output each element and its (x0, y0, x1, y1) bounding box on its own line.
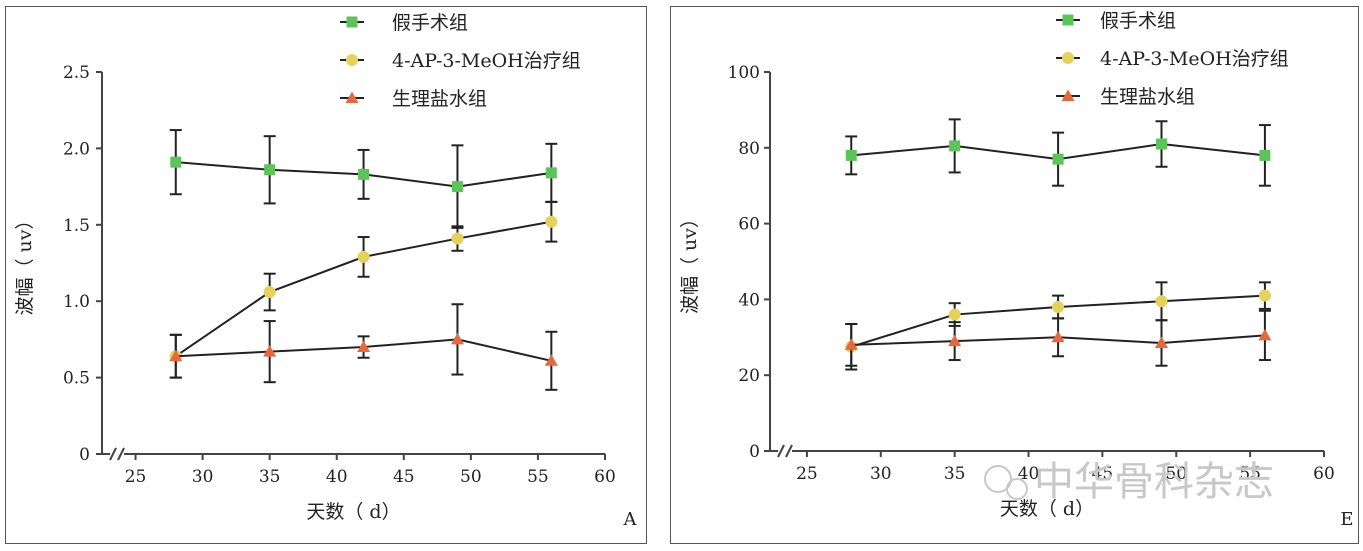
data-point (545, 167, 557, 179)
data-point (1259, 149, 1271, 161)
axis-break-mark (109, 447, 117, 461)
x-tick-label: 35 (259, 467, 281, 487)
data-point (170, 156, 182, 168)
y-tick-label: 1.5 (63, 216, 90, 236)
legend-marker (1061, 89, 1075, 101)
series-square (169, 129, 558, 229)
y-tick-label: 20 (738, 366, 760, 386)
x-tick-label: 25 (796, 464, 818, 484)
y-axis-title: 波幅（ uv） (679, 209, 701, 314)
x-tick-label: 55 (527, 467, 549, 487)
y-axis-title: 波幅（ uv） (14, 210, 36, 315)
y-tick-label: 2.0 (63, 139, 90, 159)
data-point (1052, 300, 1065, 313)
data-point (451, 181, 463, 193)
x-tick-label: 30 (870, 464, 892, 484)
chart-b: 0 20 40 60 80 100 25 30 35 40 45 50 55 60 天数（ d） 波幅（ uv… (679, 10, 1354, 530)
watermark-text: 中华骨科杂志 (1034, 459, 1274, 505)
x-tick-label: 45 (1092, 464, 1114, 484)
y-tick-label: 0.5 (63, 369, 90, 389)
data-point (450, 332, 464, 345)
x-tick-label: 60 (594, 467, 616, 487)
x-axis-title: 天数（ d） (306, 501, 400, 523)
data-point (948, 308, 961, 321)
legend-label: 生理盐水组 (1100, 86, 1195, 108)
legend-marker (345, 91, 359, 103)
chart-a: 0 0.5 1.0 1.5 2.0 2.5 25 30 35 40 45 50 55 60 天数（ d） 波幅… (14, 12, 638, 530)
series-square (845, 118, 1271, 187)
x-tick-label: 45 (393, 467, 415, 487)
data-point (169, 349, 183, 362)
data-point (949, 140, 961, 152)
x-axis-title: 天数（ d） (1000, 498, 1094, 520)
y-tick-label: 0 (749, 442, 760, 462)
legend-marker (1062, 14, 1074, 26)
data-point (263, 286, 276, 299)
series-triangle (169, 303, 558, 391)
x-tick-label: 55 (1239, 464, 1261, 484)
chart-panel-a: 0 0.5 1.0 1.5 2.0 2.5 25 30 35 40 45 50 55 60 天数（ d） 波幅… (5, 6, 647, 544)
x-tick-label: 50 (1165, 464, 1187, 484)
y-tick-label: 2.5 (63, 63, 90, 83)
data-point (844, 338, 858, 350)
axis-break-mark (777, 444, 785, 458)
data-point (545, 215, 558, 228)
data-point (1258, 328, 1272, 341)
chart-panel-b: 0 20 40 60 80 100 25 30 35 40 45 50 55 60 天数（ d） 波幅（ uv… (670, 6, 1359, 544)
chart-plot-group: 0 0.5 1.0 1.5 2.0 2.5 25 30 35 40 45 50 55 60 天数（ d） 波幅… (14, 12, 638, 530)
x-tick-label: 30 (192, 467, 214, 487)
legend-label: 4-AP-3-MeOH治疗组 (1100, 48, 1289, 70)
data-point (544, 354, 558, 366)
y-tick-label: 0 (79, 445, 90, 465)
legend-label: 假手术组 (392, 12, 468, 34)
y-tick-label: 60 (738, 215, 760, 235)
legend-marker (346, 16, 358, 28)
legend-label: 4-AP-3-MeOH治疗组 (392, 50, 581, 72)
data-point (1154, 336, 1168, 348)
data-point (451, 232, 464, 245)
data-point (845, 149, 857, 161)
y-tick-label: 100 (728, 63, 760, 83)
x-tick-label: 40 (326, 467, 348, 487)
data-point (1051, 330, 1065, 343)
wechat-icon (984, 465, 1012, 493)
data-point (357, 250, 370, 263)
legend-label: 生理盐水组 (392, 88, 487, 110)
y-tick-label: 40 (738, 290, 760, 310)
series-triangle (844, 309, 1272, 367)
x-tick-label: 60 (1313, 464, 1335, 484)
x-tick-label: 25 (125, 467, 147, 487)
data-point (948, 334, 962, 347)
x-tick-label: 40 (1018, 464, 1040, 484)
y-tick-label: 80 (738, 139, 760, 159)
x-tick-label: 50 (460, 467, 482, 487)
data-point (358, 168, 370, 180)
data-point (1155, 138, 1167, 150)
data-point (1052, 153, 1064, 165)
axis-break-mark (117, 447, 125, 461)
panel-label: A (623, 509, 638, 530)
data-point (264, 164, 276, 176)
watermark-group: 中华骨科杂志 (984, 459, 1274, 505)
data-point (357, 340, 371, 353)
legend-label: 假手术组 (1100, 10, 1176, 32)
data-point (1258, 289, 1271, 302)
legend-marker (1062, 52, 1074, 64)
chart-plot-group: 0 20 40 60 80 100 25 30 35 40 45 50 55 60 天数（ d） 波幅（ uv… (679, 10, 1354, 530)
y-tick-label: 1.0 (63, 292, 90, 312)
legend-marker (346, 54, 358, 66)
panel-label: E (1340, 509, 1353, 530)
data-point (263, 345, 277, 357)
data-point (1155, 295, 1168, 308)
axis-break-mark (785, 444, 793, 458)
wechat-icon (1006, 478, 1028, 500)
x-tick-label: 35 (944, 464, 966, 484)
